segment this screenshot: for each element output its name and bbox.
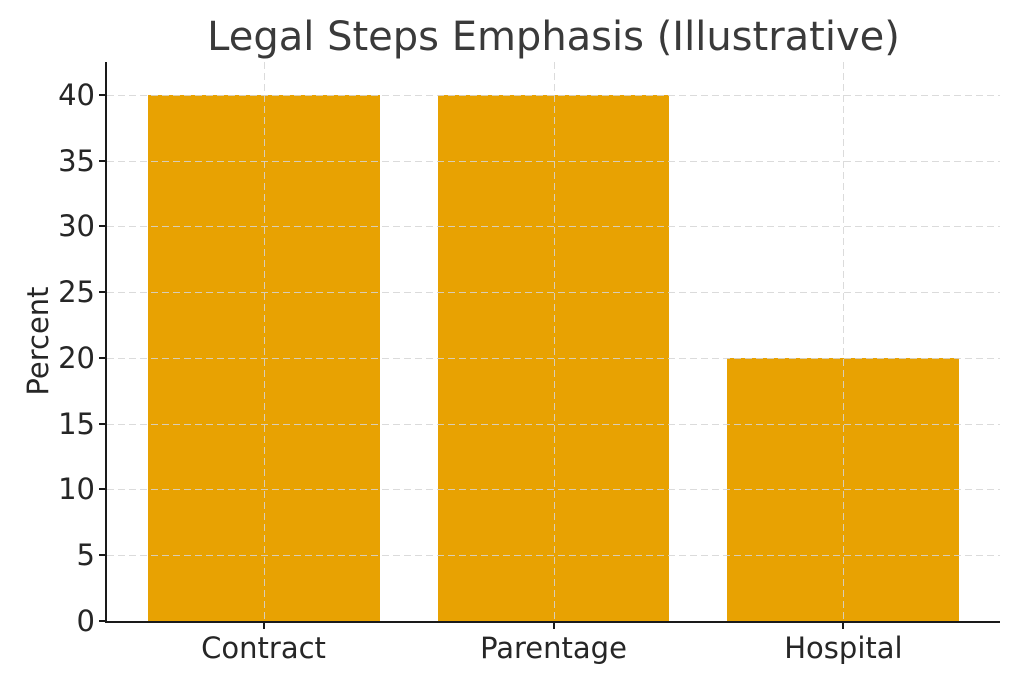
v-gridline	[843, 62, 845, 621]
y-tick-label: 5	[76, 538, 95, 573]
x-tick-label: Parentage	[480, 631, 627, 665]
y-tick-label: 15	[58, 406, 95, 441]
y-tick-label: 20	[58, 340, 95, 375]
y-tick-label: 35	[58, 143, 95, 178]
y-tick-mark	[99, 488, 107, 491]
y-tick-label: 0	[76, 604, 95, 638]
x-tick-mark	[262, 621, 265, 629]
x-tick-mark	[552, 621, 555, 629]
y-tick-label: 10	[58, 472, 95, 507]
x-tick-mark	[842, 621, 845, 629]
v-gridline	[553, 62, 555, 621]
v-gridline	[263, 62, 265, 621]
x-tick-label: Contract	[201, 631, 326, 665]
y-tick-label: 25	[58, 275, 95, 310]
plot-area	[105, 62, 1000, 623]
y-tick-mark	[99, 291, 107, 294]
y-tick-mark	[99, 93, 107, 96]
y-tick-mark	[99, 422, 107, 425]
y-tick-mark	[99, 159, 107, 162]
chart-title: Legal Steps Emphasis (Illustrative)	[207, 14, 900, 60]
x-tick-label: Hospital	[784, 631, 903, 665]
y-tick-mark	[99, 225, 107, 228]
y-tick-label: 30	[58, 209, 95, 244]
y-tick-mark	[99, 554, 107, 557]
y-axis-spine	[105, 62, 107, 623]
y-tick-mark	[99, 356, 107, 359]
y-tick-label: 40	[58, 77, 95, 112]
y-tick-mark	[99, 620, 107, 622]
